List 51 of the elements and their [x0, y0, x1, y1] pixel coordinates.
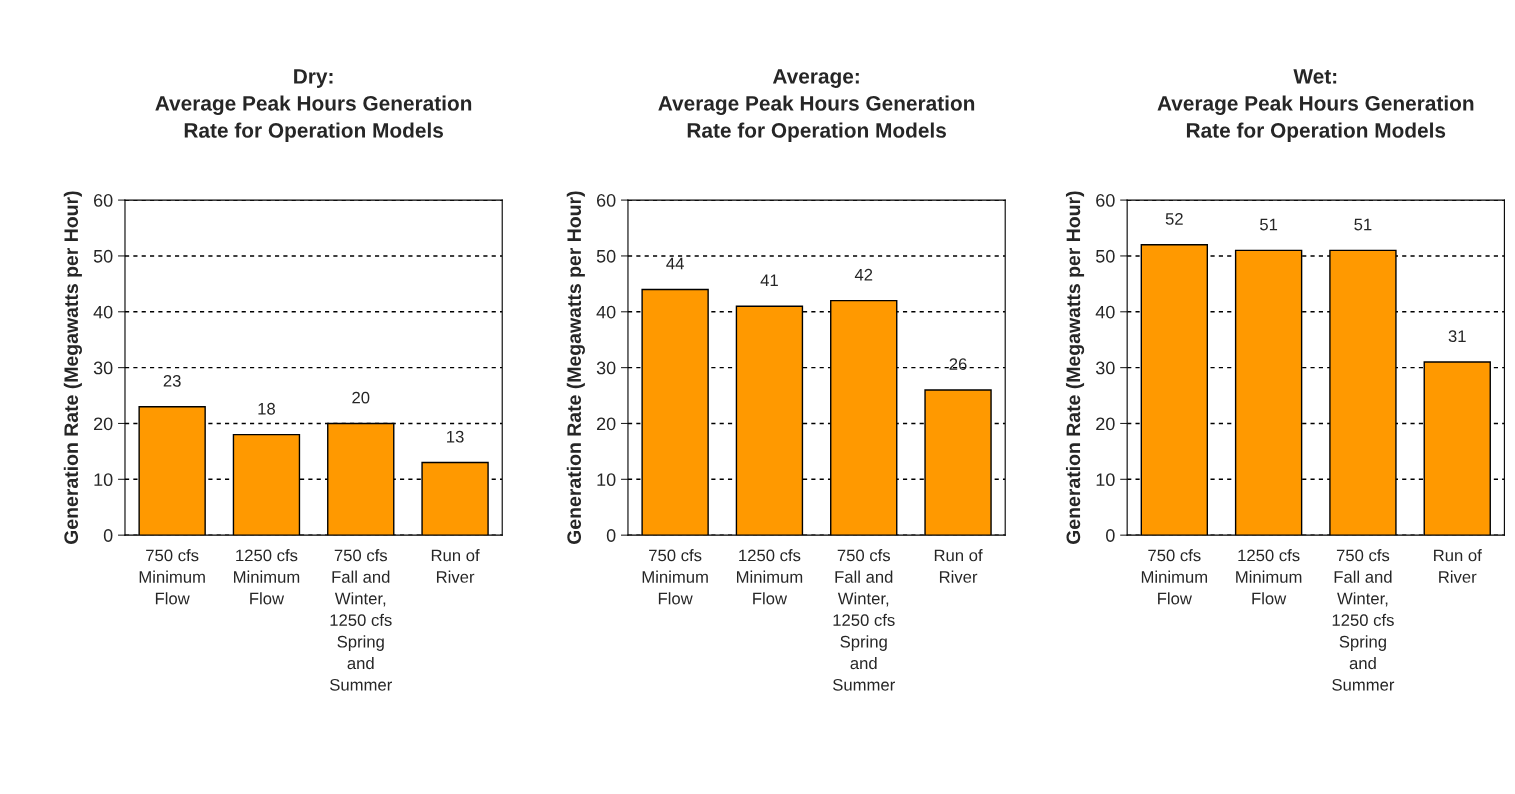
data-label: 23	[163, 374, 181, 387]
x-tick-label: 750 cfs Minimum Flow	[642, 549, 708, 605]
x-tick-label: Run of River	[1434, 549, 1482, 583]
x-tick-label: Run of River	[934, 549, 983, 583]
data-label: 26	[949, 358, 967, 370]
data-label: 18	[258, 402, 275, 415]
y-tick-label: 30	[596, 361, 616, 375]
data-label: 31	[1448, 330, 1466, 343]
x-tick-label: 1250 cfs Minimum Flow	[737, 549, 803, 605]
y-tick-label: 0	[1106, 529, 1115, 542]
x-tick-label: 750 cfs Fall and Winter, 1250 cfs Spring and Summer	[330, 549, 392, 691]
y-tick-label: 30	[1095, 361, 1115, 375]
data-label: 51	[1260, 218, 1278, 231]
y-tick-label: 40	[93, 305, 113, 319]
x-tick-label: 1250 cfs Minimum Flow	[234, 549, 300, 605]
y-tick-label: 40	[1095, 305, 1115, 319]
data-label: 51	[1354, 218, 1372, 231]
y-tick-label: 60	[1096, 194, 1115, 207]
data-label: 20	[352, 391, 370, 404]
x-tick-label: 750 cfs Minimum Flow	[1141, 549, 1208, 605]
data-label: 13	[447, 430, 464, 443]
y-tick-label: 60	[597, 194, 616, 207]
y-tick-label: 10	[1096, 473, 1115, 487]
chart-title: Wet: Average Peak Hours Generation Rate for Operation Models	[1157, 69, 1474, 142]
y-tick-label: 50	[596, 249, 616, 263]
data-label: 41	[760, 274, 778, 287]
y-axis-title: Generation Rate (Megawatts per Hour)	[1065, 191, 1085, 544]
y-tick-label: 40	[596, 305, 616, 319]
y-tick-label: 0	[606, 529, 616, 542]
y-tick-label: 20	[1096, 417, 1115, 431]
y-axis-title: Generation Rate (Megawatts per Hour)	[63, 191, 82, 544]
y-tick-label: 20	[596, 417, 616, 431]
data-label: 42	[854, 268, 873, 281]
y-tick-label: 10	[597, 473, 616, 487]
x-tick-label: 1250 cfs Minimum Flow	[1236, 549, 1302, 605]
data-label: 44	[666, 257, 684, 270]
y-axis-title: Generation Rate (Megawatts per Hour)	[566, 191, 585, 544]
x-tick-label: 750 cfs Minimum Flow	[139, 549, 205, 605]
y-tick-label: 20	[94, 417, 113, 431]
x-tick-label: 750 cfs Fall and Winter, 1250 cfs Spring and Summer	[833, 549, 895, 691]
chart-title: Dry: Average Peak Hours Generation Rate for Operation Models	[155, 69, 472, 142]
y-tick-label: 30	[93, 361, 113, 375]
y-tick-label: 0	[103, 529, 113, 542]
chart-title: Average: Average Peak Hours Generation Rate for Operation Models	[658, 69, 975, 142]
y-tick-label: 50	[1096, 249, 1115, 263]
x-tick-label: Run of River	[431, 549, 480, 583]
data-label: 52	[1165, 213, 1183, 225]
y-tick-label: 10	[94, 473, 113, 487]
y-tick-label: 60	[94, 194, 113, 207]
y-tick-label: 50	[93, 249, 113, 263]
x-tick-label: 750 cfs Fall and Winter, 1250 cfs Spring and Summer	[1332, 549, 1395, 691]
